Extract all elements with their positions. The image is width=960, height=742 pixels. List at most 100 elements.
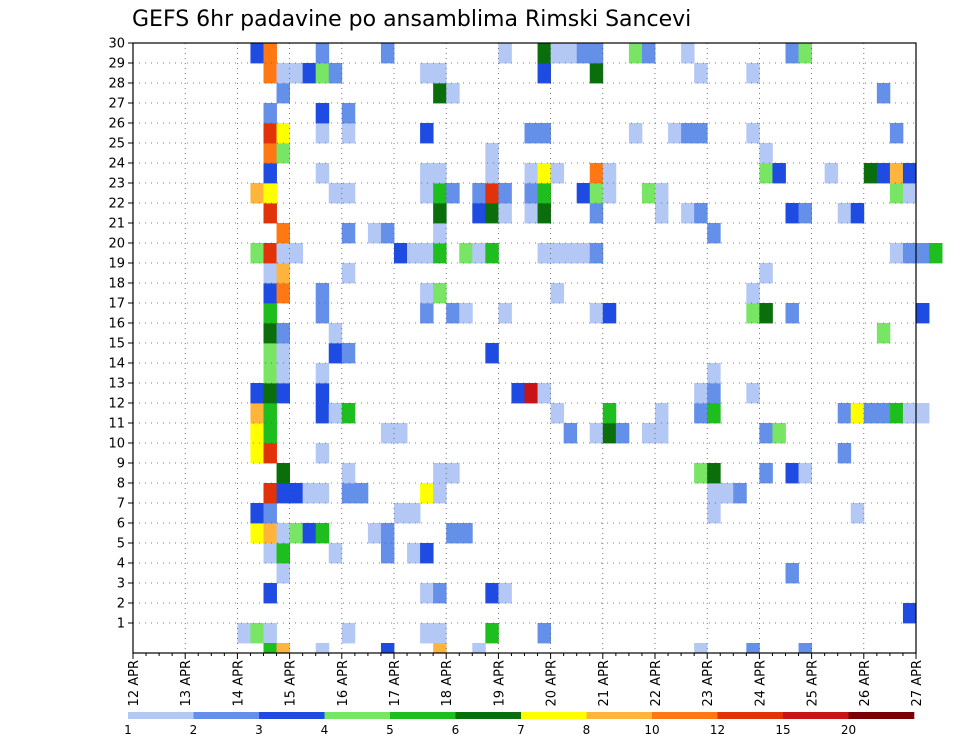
- heatmap-cell: [341, 343, 356, 364]
- heatmap-cell: [759, 263, 773, 284]
- heatmap-cell: [420, 303, 434, 324]
- heatmap-cell: [681, 203, 695, 224]
- heatmap-cell: [902, 243, 917, 264]
- heatmap-cell: [537, 623, 551, 644]
- heatmap-cell: [876, 163, 891, 184]
- heatmap-cell: [576, 243, 591, 264]
- heatmap-cell: [655, 403, 669, 424]
- heatmap-cell: [380, 223, 395, 244]
- y-tick-label: 3: [117, 577, 125, 592]
- heatmap-cell: [759, 143, 773, 164]
- heatmap-cell: [341, 623, 356, 644]
- heatmap-cell: [889, 123, 904, 144]
- heatmap-cell: [485, 143, 499, 164]
- heatmap-cell: [707, 483, 721, 504]
- chart-title: GEFS 6hr padavine po ansamblima Rimski S…: [132, 7, 691, 32]
- heatmap-cell: [446, 463, 460, 484]
- y-tick-label: 26: [108, 117, 125, 132]
- heatmap-cell: [537, 63, 551, 84]
- heatmap-cell: [589, 423, 604, 444]
- dotted-grid: [133, 42, 916, 653]
- heatmap-cell: [798, 643, 812, 653]
- heatmap-cell: [485, 343, 499, 364]
- heatmap-cell: [628, 123, 643, 144]
- heatmap-cell: [263, 423, 277, 444]
- heatmap-cell: [681, 123, 695, 144]
- x-tick-label: 18 APR: [440, 660, 455, 706]
- colorbar-swatch: [390, 712, 456, 719]
- heatmap-cell: [341, 223, 356, 244]
- heatmap-cell: [472, 183, 486, 204]
- heatmap-cell: [446, 303, 460, 324]
- heatmap-cell: [276, 543, 290, 564]
- heatmap-cell: [446, 183, 460, 204]
- heatmap-cell: [524, 123, 538, 144]
- heatmap-cell: [263, 103, 277, 124]
- heatmap-cell: [902, 183, 917, 204]
- heatmap-cell: [289, 243, 304, 264]
- y-tick-label: 4: [117, 557, 125, 572]
- heatmap-cell: [641, 43, 656, 64]
- y-tick-label: 14: [108, 357, 125, 372]
- heatmap-cell: [498, 43, 512, 64]
- heatmap-cell: [407, 243, 421, 264]
- heatmap-cell: [707, 503, 721, 524]
- colorbar-swatch: [193, 712, 260, 719]
- colorbar-swatch: [652, 712, 718, 719]
- x-tick-label: 12 APR: [127, 660, 142, 706]
- heatmap-cell: [537, 123, 551, 144]
- heatmap-cell: [263, 643, 277, 653]
- heatmap-cell: [681, 43, 695, 64]
- heatmap-cell: [759, 423, 773, 444]
- heatmap-cell: [420, 123, 434, 144]
- y-tick-label: 1: [117, 617, 125, 632]
- y-tick-label: 9: [117, 457, 125, 472]
- heatmap-cell: [641, 423, 656, 444]
- heatmap-cell: [276, 63, 290, 84]
- heatmap-cell: [250, 443, 264, 464]
- heatmap-cell: [237, 623, 251, 644]
- colorbar-label: 20: [841, 723, 856, 737]
- heatmap-cell: [850, 203, 865, 224]
- x-tick-label: 17 APR: [388, 660, 403, 706]
- y-tick-label: 29: [108, 57, 125, 72]
- heatmap-cell: [341, 263, 356, 284]
- heatmap-cell: [889, 403, 904, 424]
- heatmap-cell: [276, 343, 290, 364]
- heatmap-cell: [902, 603, 917, 624]
- colorbar-label: 6: [452, 723, 460, 737]
- colorbar-swatch: [128, 712, 194, 719]
- heatmap-cell: [276, 123, 290, 144]
- y-tick-label: 10: [108, 437, 125, 452]
- heatmap-cell: [694, 63, 708, 84]
- heatmap-cell: [720, 483, 734, 504]
- heatmap-cell: [341, 463, 356, 484]
- heatmap-cell: [863, 163, 878, 184]
- colorbar-swatch: [324, 712, 391, 719]
- heatmap-cell: [394, 423, 408, 444]
- heatmap-cell: [694, 643, 708, 653]
- heatmap-cell: [263, 163, 277, 184]
- heatmap-cell: [263, 383, 277, 404]
- heatmap-cell: [315, 363, 330, 384]
- heatmap-cell: [550, 163, 565, 184]
- heatmap-cell: [328, 343, 343, 364]
- heatmap-cell: [733, 483, 747, 504]
- heatmap-cell: [759, 303, 773, 324]
- colorbar-swatch: [586, 712, 653, 719]
- heatmap-cell: [263, 283, 277, 304]
- heatmap-cell: [263, 363, 277, 384]
- heatmap-cell: [289, 523, 304, 544]
- heatmap-cell: [511, 383, 525, 404]
- heatmap-cell: [315, 103, 330, 124]
- heatmap-cell: [315, 403, 330, 424]
- heatmap-cell: [537, 43, 551, 64]
- heatmap-cell: [263, 143, 277, 164]
- heatmap-cell: [367, 223, 382, 244]
- heatmap-cell: [785, 563, 799, 584]
- heatmap-cell: [341, 403, 356, 424]
- heatmap-cell: [785, 43, 799, 64]
- colorbar-label: 12: [710, 723, 725, 737]
- heatmap-cell: [550, 243, 565, 264]
